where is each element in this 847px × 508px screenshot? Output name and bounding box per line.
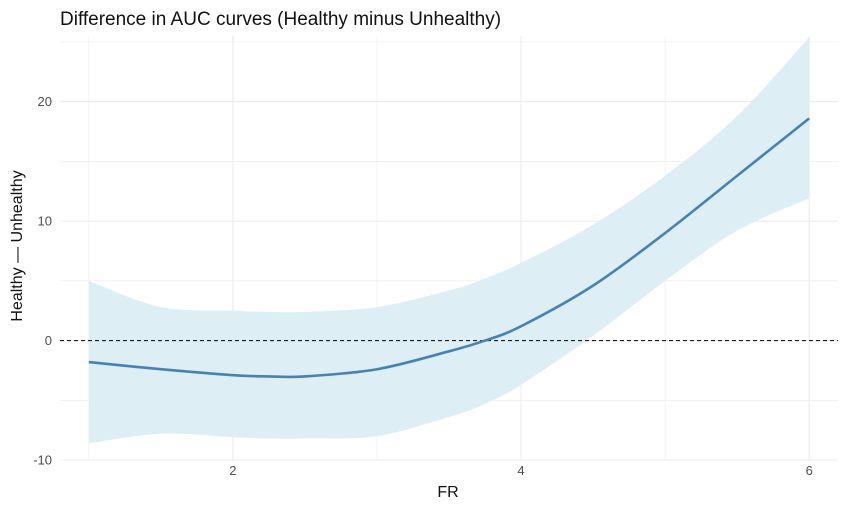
x-tick-label: 2: [229, 463, 236, 478]
y-tick-label: 20: [38, 94, 52, 109]
y-tick-label: 10: [38, 214, 52, 229]
x-tick-label: 4: [517, 463, 524, 478]
chart-title: Difference in AUC curves (Healthy minus …: [60, 9, 501, 30]
x-axis-ticks: 2 4 6: [229, 463, 813, 478]
confidence-band: [88, 37, 810, 444]
y-axis-ticks: -10 0 10 20: [33, 94, 52, 467]
y-tick-label: 0: [45, 333, 52, 348]
y-axis-title: Healthy — Unhealthy: [9, 170, 26, 321]
x-axis-title: FR: [437, 484, 458, 501]
y-tick-label: -10: [33, 453, 52, 468]
difference-curve: [88, 117, 810, 379]
x-tick-label: 6: [806, 463, 813, 478]
